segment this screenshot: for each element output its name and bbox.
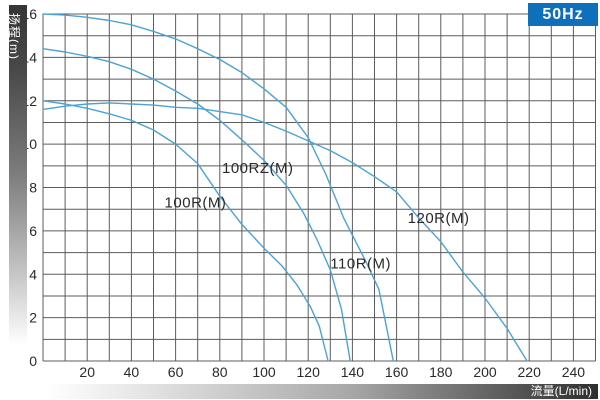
- curve-100rm: [42, 100, 329, 362]
- x-tick-label: 40: [124, 364, 140, 380]
- x-axis-title: 流量(L/min): [530, 384, 592, 398]
- curve-label-100rm: 100R(M): [165, 195, 227, 212]
- y-tick-label: 0: [29, 353, 37, 369]
- y-tick-label: 2: [29, 310, 37, 326]
- x-tick-label: 80: [212, 364, 228, 380]
- curve-label-120rm: 120R(M): [408, 210, 470, 227]
- x-tick-label: 200: [473, 364, 497, 380]
- curve-110rm: [42, 13, 394, 362]
- x-tick-label: 60: [168, 364, 184, 380]
- x-tick-label: 120: [297, 364, 321, 380]
- x-tick-label: 140: [341, 364, 365, 380]
- x-tick-label: 240: [562, 364, 586, 380]
- x-tick-label: 100: [252, 364, 276, 380]
- x-tick-label: 20: [79, 364, 95, 380]
- y-tick-label: 6: [29, 223, 37, 239]
- curve-label-100rzm: 100RZ(M): [222, 160, 294, 177]
- y-axis-title: 扬程(m): [7, 13, 21, 60]
- curve-label-110rm: 110R(M): [330, 255, 391, 272]
- frequency-badge: 50Hz: [528, 3, 598, 26]
- x-axis-title-bar: 流量(L/min): [45, 384, 598, 399]
- x-tick-label: 220: [518, 364, 542, 380]
- curve-100rzm: [42, 48, 351, 362]
- x-tick-label: 160: [385, 364, 409, 380]
- y-tick-label: 4: [29, 266, 37, 282]
- y-tick-label: 8: [29, 180, 37, 196]
- y-axis-title-bar: [9, 5, 27, 345]
- x-tick-label: 180: [429, 364, 453, 380]
- curve-120rm: [42, 102, 528, 362]
